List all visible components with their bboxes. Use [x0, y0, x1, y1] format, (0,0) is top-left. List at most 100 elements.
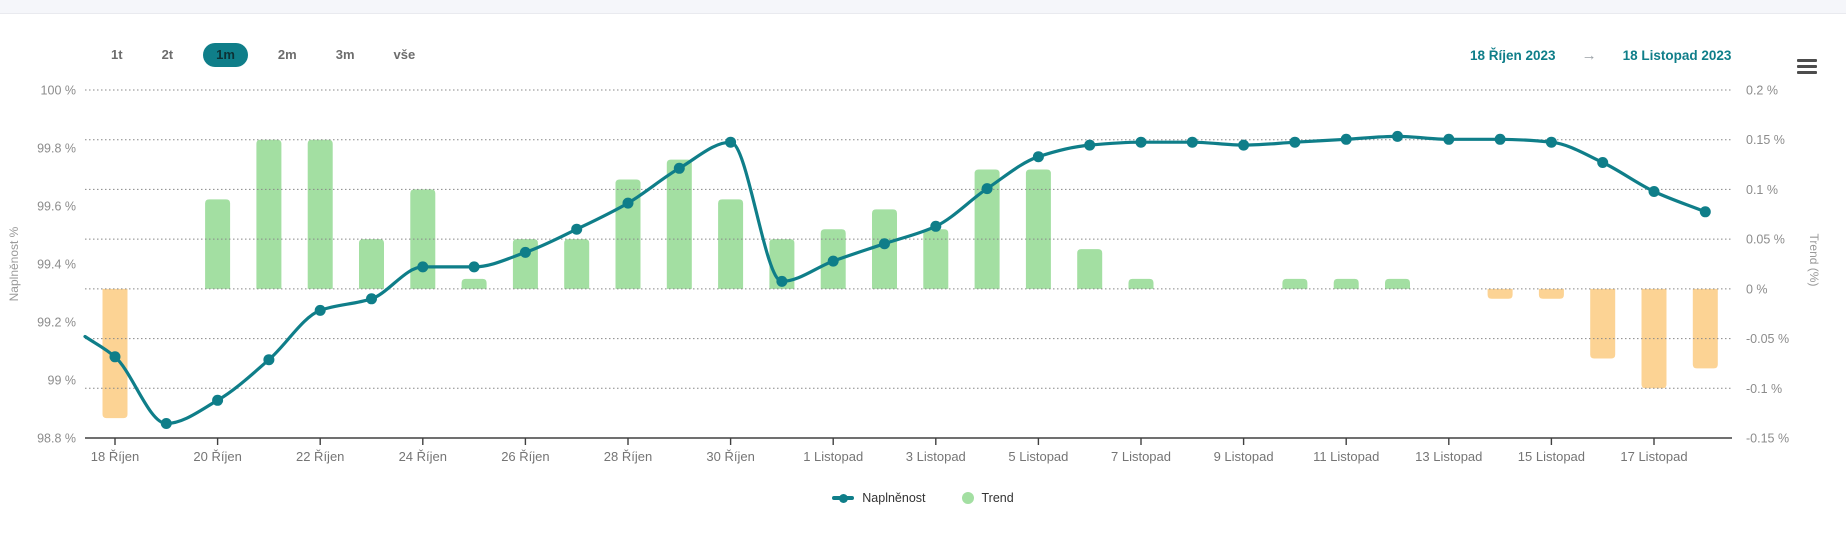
naplnenost-point[interactable] — [1443, 133, 1455, 145]
y-axis-label-right: 0.05 % — [1746, 233, 1785, 247]
date-range: 18 Říjen 2023 → 18 Listopad 2023 — [1470, 47, 1731, 64]
naplnenost-point[interactable] — [1699, 206, 1711, 218]
range-button-2m[interactable]: 2m — [277, 47, 297, 62]
axis-title-right: Trend (%) — [1807, 234, 1821, 287]
naplnenost-point[interactable] — [827, 255, 839, 267]
trend-bar[interactable] — [205, 199, 231, 289]
range-button-1t[interactable]: 1t — [111, 47, 123, 62]
naplnenost-point[interactable] — [571, 223, 583, 235]
naplnenost-point[interactable] — [1186, 136, 1198, 148]
y-axis-label-right: 0.1 % — [1746, 183, 1778, 197]
y-axis-label-right: 0.15 % — [1746, 133, 1785, 147]
naplnenost-point[interactable] — [879, 238, 890, 250]
legend-item-naplnenost[interactable]: Naplněnost — [832, 491, 926, 505]
trend-bar[interactable] — [1692, 288, 1718, 369]
naplnenost-point[interactable] — [622, 197, 634, 209]
y-axis-label-right: -0.15 % — [1746, 432, 1789, 446]
naplnenost-point[interactable] — [1289, 136, 1301, 148]
range-button-1m-active[interactable]: 1m — [203, 43, 248, 67]
x-axis-label: 1 Listopad — [803, 449, 863, 464]
x-axis-label: 13 Listopad — [1415, 449, 1482, 464]
naplnenost-point[interactable] — [930, 220, 942, 232]
trend-bar[interactable] — [1077, 249, 1103, 289]
y-axis-label-right: 0 % — [1746, 282, 1768, 296]
legend-item-trend[interactable]: Trend — [961, 491, 1014, 505]
x-axis-label: 20 Říjen — [193, 449, 241, 464]
naplnenost-point[interactable] — [263, 354, 275, 366]
naplnenost-point[interactable] — [776, 275, 788, 287]
range-selector: 1t 2t 1m 2m 3m vše — [102, 43, 424, 67]
naplnenost-point[interactable] — [366, 293, 377, 305]
x-axis-label: 24 Říjen — [399, 449, 447, 464]
x-axis-label: 17 Listopad — [1620, 449, 1687, 464]
y-axis-label-left: 99.4 % — [37, 258, 76, 272]
trend-bar[interactable] — [256, 139, 282, 289]
naplnenost-point[interactable] — [468, 261, 480, 273]
y-axis-label-right: 0.2 % — [1746, 84, 1778, 98]
axis-title-left: Naplněnost % — [7, 226, 21, 301]
trend-bar[interactable] — [718, 199, 744, 289]
x-axis-label: 22 Říjen — [296, 449, 344, 464]
naplnenost-point[interactable] — [1340, 133, 1352, 145]
range-button-2t[interactable]: 2t — [161, 47, 174, 62]
naplnenost-point[interactable] — [1238, 139, 1250, 151]
naplnenost-point[interactable] — [1392, 130, 1403, 142]
date-to[interactable]: 18 Listopad 2023 — [1622, 48, 1732, 63]
range-button-vse[interactable]: vše — [393, 47, 416, 62]
naplnenost-point[interactable] — [1545, 136, 1557, 148]
y-axis-label-right: -0.1 % — [1746, 382, 1782, 396]
naplnenost-point[interactable] — [160, 418, 172, 429]
trend-bar[interactable] — [974, 169, 1000, 289]
trend-bar[interactable] — [1025, 169, 1051, 289]
y-axis-label-left: 99 % — [48, 374, 77, 388]
x-axis-label: 5 Listopad — [1008, 449, 1068, 464]
x-axis-label: 9 Listopad — [1214, 449, 1274, 464]
naplnenost-point[interactable] — [519, 246, 531, 258]
naplnenost-point[interactable] — [212, 394, 224, 406]
naplnenost-point[interactable] — [725, 136, 737, 148]
page-top-strip — [0, 0, 1846, 14]
x-axis-label: 15 Listopad — [1518, 449, 1585, 464]
naplnenost-point[interactable] — [673, 162, 685, 174]
trend-bar[interactable] — [1128, 278, 1154, 289]
chart-legend: Naplněnost Trend — [0, 491, 1846, 505]
naplnenost-point[interactable] — [417, 261, 429, 273]
trend-bar[interactable] — [666, 159, 692, 289]
x-axis-label: 7 Listopad — [1111, 449, 1171, 464]
naplnenost-point[interactable] — [1494, 133, 1506, 145]
x-axis-label: 26 Říjen — [501, 449, 549, 464]
trend-bar[interactable] — [923, 229, 949, 289]
trend-bar[interactable] — [410, 189, 436, 289]
trend-bar[interactable] — [1590, 288, 1616, 359]
trend-bar[interactable] — [512, 239, 538, 289]
trend-bar[interactable] — [1487, 288, 1513, 299]
date-from[interactable]: 18 Říjen 2023 — [1470, 48, 1556, 63]
y-axis-label-left: 99.8 % — [37, 142, 76, 156]
naplnenost-point[interactable] — [1032, 151, 1044, 163]
trend-bar[interactable] — [1385, 278, 1410, 289]
trend-bar[interactable] — [359, 239, 384, 289]
trend-bar[interactable] — [1333, 278, 1359, 289]
naplnenost-point[interactable] — [1135, 136, 1147, 148]
naplnenost-point[interactable] — [314, 304, 326, 316]
naplnenost-point[interactable] — [1597, 157, 1609, 168]
naplnenost-point[interactable] — [109, 351, 121, 363]
trend-bar[interactable] — [1538, 288, 1564, 299]
y-axis-label-right: -0.05 % — [1746, 332, 1789, 346]
naplnenost-point[interactable] — [1648, 186, 1660, 197]
line-marker-icon — [832, 493, 855, 503]
trend-bar[interactable] — [1282, 278, 1308, 289]
legend-label: Naplněnost — [862, 491, 926, 505]
range-button-3m[interactable]: 3m — [335, 47, 355, 62]
y-axis-label-left: 100 % — [41, 84, 76, 98]
arrow-right-icon: → — [1581, 47, 1597, 64]
naplnenost-point[interactable] — [1084, 139, 1096, 151]
trend-bar[interactable] — [564, 239, 590, 289]
trend-bar[interactable] — [461, 278, 487, 289]
naplnenost-point[interactable] — [981, 183, 993, 195]
trend-bar[interactable] — [307, 139, 333, 289]
x-axis-label: 18 Říjen — [91, 449, 139, 464]
hamburger-menu-icon[interactable] — [1797, 59, 1817, 75]
